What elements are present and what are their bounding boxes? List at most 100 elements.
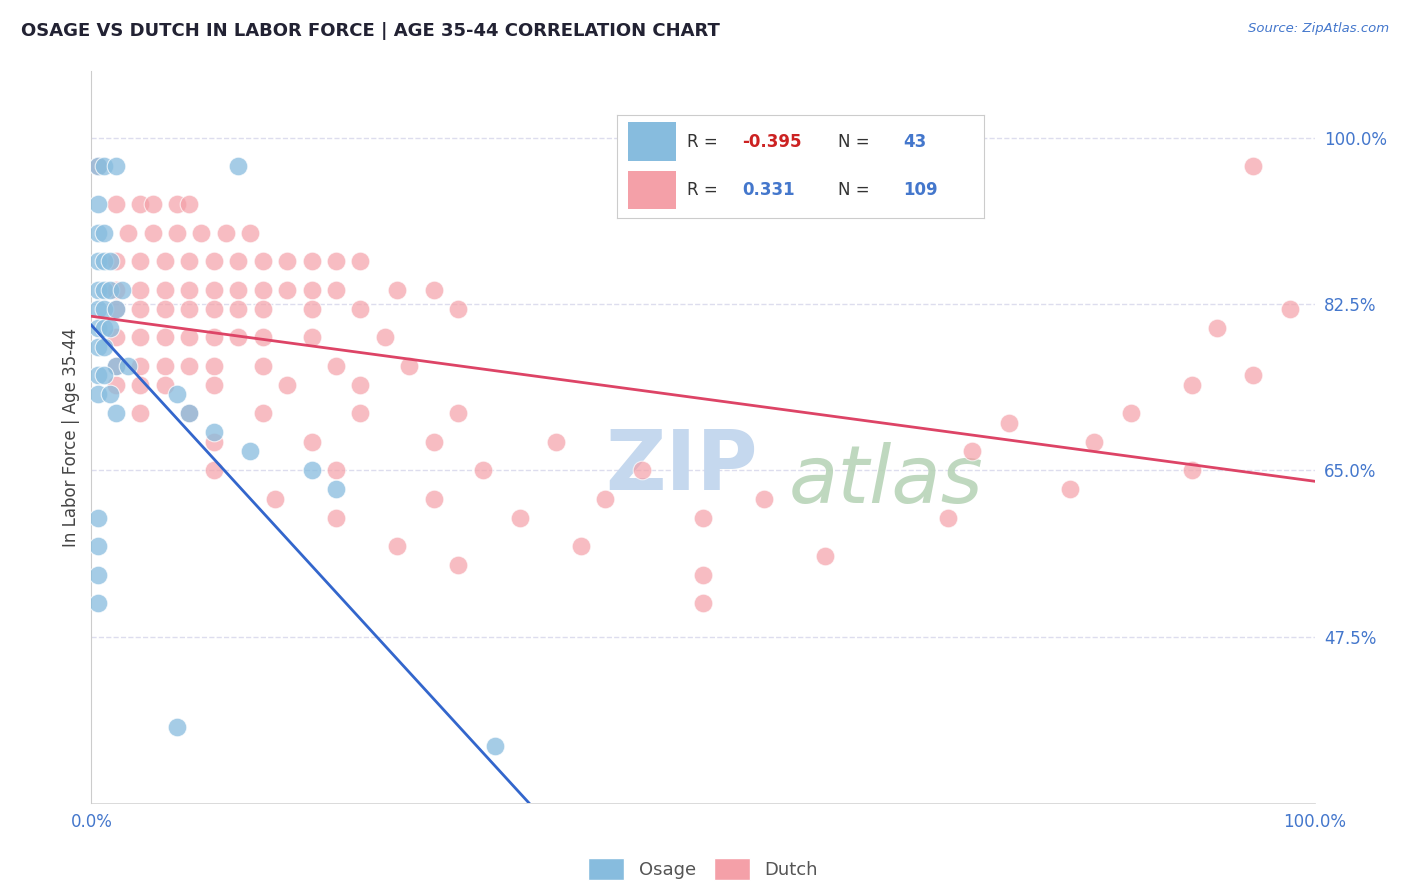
Point bbox=[153, 301, 176, 316]
Point bbox=[202, 254, 225, 268]
Point bbox=[423, 283, 446, 297]
Point bbox=[1205, 321, 1227, 335]
Point bbox=[1083, 434, 1105, 449]
Point bbox=[1243, 368, 1265, 383]
Point bbox=[104, 301, 127, 316]
Point bbox=[325, 511, 347, 525]
Point bbox=[998, 416, 1021, 430]
Point bbox=[153, 377, 176, 392]
Point bbox=[86, 159, 108, 173]
Point bbox=[398, 359, 420, 373]
Point bbox=[98, 283, 121, 297]
Point bbox=[86, 321, 108, 335]
Point bbox=[692, 511, 714, 525]
Point bbox=[252, 359, 274, 373]
Point bbox=[166, 197, 188, 211]
Point bbox=[129, 330, 152, 344]
Point bbox=[179, 406, 201, 420]
Point bbox=[93, 226, 115, 240]
Point bbox=[166, 226, 188, 240]
Point bbox=[202, 377, 225, 392]
Point bbox=[301, 301, 323, 316]
Point bbox=[202, 301, 225, 316]
Point bbox=[325, 359, 347, 373]
Point bbox=[936, 511, 959, 525]
Point bbox=[276, 283, 298, 297]
Point bbox=[111, 283, 134, 297]
Point bbox=[509, 511, 531, 525]
Point bbox=[349, 406, 371, 420]
Point bbox=[179, 197, 201, 211]
Point bbox=[239, 444, 262, 458]
Point bbox=[252, 283, 274, 297]
Point bbox=[104, 359, 127, 373]
Point bbox=[264, 491, 287, 506]
Point bbox=[1059, 483, 1081, 497]
Point bbox=[129, 301, 152, 316]
Point bbox=[226, 301, 249, 316]
Point bbox=[349, 301, 371, 316]
Point bbox=[153, 254, 176, 268]
Point bbox=[202, 283, 225, 297]
Point bbox=[1181, 377, 1204, 392]
Point bbox=[325, 254, 347, 268]
Point bbox=[252, 254, 274, 268]
Point bbox=[349, 254, 371, 268]
Point bbox=[141, 226, 163, 240]
Point bbox=[190, 226, 212, 240]
Point bbox=[301, 463, 323, 477]
Text: atlas: atlas bbox=[789, 442, 983, 520]
Point bbox=[129, 377, 152, 392]
Text: ZIP: ZIP bbox=[605, 425, 758, 507]
Point bbox=[129, 254, 152, 268]
Point bbox=[179, 301, 201, 316]
Point bbox=[226, 283, 249, 297]
Point bbox=[239, 226, 262, 240]
Point bbox=[569, 539, 592, 553]
Point bbox=[86, 596, 108, 610]
Point bbox=[325, 283, 347, 297]
Point bbox=[385, 539, 409, 553]
Point bbox=[1243, 159, 1265, 173]
Point bbox=[447, 558, 470, 573]
Point bbox=[1121, 406, 1143, 420]
Point bbox=[631, 463, 654, 477]
Point bbox=[301, 330, 323, 344]
Point bbox=[153, 359, 176, 373]
Point bbox=[960, 444, 983, 458]
Point bbox=[692, 596, 714, 610]
Point bbox=[86, 197, 108, 211]
Point bbox=[226, 159, 249, 173]
Point bbox=[301, 254, 323, 268]
Point bbox=[593, 491, 616, 506]
Point bbox=[104, 159, 127, 173]
Point bbox=[1279, 301, 1302, 316]
Point bbox=[301, 434, 323, 449]
Point bbox=[93, 301, 115, 316]
Point bbox=[190, 890, 212, 892]
Point bbox=[153, 330, 176, 344]
Point bbox=[692, 567, 714, 582]
Point bbox=[86, 539, 108, 553]
Point bbox=[104, 330, 127, 344]
Point bbox=[86, 340, 108, 354]
Point bbox=[98, 387, 121, 401]
Point bbox=[93, 321, 115, 335]
Point bbox=[276, 377, 298, 392]
Legend: Osage, Dutch: Osage, Dutch bbox=[581, 850, 825, 887]
Point bbox=[129, 359, 152, 373]
Point bbox=[86, 254, 108, 268]
Point bbox=[153, 283, 176, 297]
Point bbox=[86, 159, 108, 173]
Point bbox=[93, 368, 115, 383]
Point bbox=[86, 567, 108, 582]
Point bbox=[385, 283, 409, 297]
Point bbox=[814, 549, 837, 563]
Point bbox=[141, 197, 163, 211]
Point bbox=[202, 359, 225, 373]
Point bbox=[471, 463, 494, 477]
Text: Source: ZipAtlas.com: Source: ZipAtlas.com bbox=[1249, 22, 1389, 36]
Point bbox=[546, 434, 568, 449]
Point bbox=[179, 283, 201, 297]
Point bbox=[754, 491, 776, 506]
